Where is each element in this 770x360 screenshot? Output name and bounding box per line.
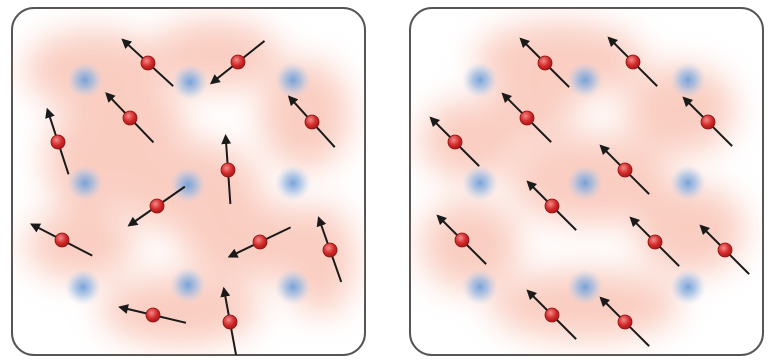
ion [567, 62, 603, 98]
electron [145, 307, 161, 323]
spin [699, 224, 750, 275]
electron [647, 234, 663, 250]
electron [322, 242, 338, 258]
spin [526, 289, 577, 340]
spin [220, 286, 238, 355]
electron [140, 55, 156, 71]
spin [227, 226, 292, 258]
ion [462, 62, 498, 98]
electron [447, 134, 463, 150]
ion [170, 267, 206, 303]
spin [599, 296, 650, 347]
ion [462, 165, 498, 201]
electron [537, 55, 553, 71]
ion [670, 165, 706, 201]
spin [105, 92, 155, 144]
left-panel [11, 7, 366, 356]
left-spins [29, 38, 343, 355]
spin [501, 92, 552, 143]
electron [700, 114, 716, 130]
electron [230, 54, 246, 70]
spin [287, 95, 336, 148]
spin [682, 96, 733, 147]
ion [275, 165, 311, 201]
electron [54, 232, 70, 248]
ion [670, 269, 706, 305]
ion [67, 165, 103, 201]
spin [45, 107, 70, 175]
electron [544, 307, 560, 323]
electron [617, 314, 633, 330]
electron [454, 232, 470, 248]
ion [275, 269, 311, 305]
electron [617, 162, 633, 178]
ion [275, 62, 311, 98]
spin [121, 38, 174, 87]
electron [149, 198, 165, 214]
spin [526, 180, 577, 231]
ion [567, 165, 603, 201]
spin [127, 185, 186, 227]
electron [625, 54, 641, 70]
electron [544, 198, 560, 214]
spin [220, 134, 236, 205]
spin [599, 144, 650, 195]
spin [629, 216, 680, 267]
spin [118, 304, 187, 324]
ion [567, 269, 603, 305]
right-spins [429, 36, 750, 347]
ion [462, 269, 498, 305]
electron [122, 110, 138, 126]
electron [220, 162, 236, 178]
left-ion-lattice [65, 62, 311, 305]
spin [607, 36, 658, 87]
electron [50, 134, 66, 150]
ion [65, 269, 101, 305]
electron [304, 114, 320, 130]
ion [172, 64, 208, 100]
spin [316, 216, 343, 283]
ion [670, 62, 706, 98]
spin [429, 116, 480, 167]
electron [222, 314, 238, 330]
ion [67, 62, 103, 98]
electron [519, 110, 535, 126]
electron [252, 234, 268, 250]
spin [436, 214, 487, 265]
right-panel [409, 7, 764, 356]
spin [519, 37, 570, 88]
spin [29, 223, 93, 257]
right-ion-lattice [462, 62, 706, 305]
ion [170, 167, 206, 203]
spin [209, 40, 266, 85]
electron [717, 242, 733, 258]
